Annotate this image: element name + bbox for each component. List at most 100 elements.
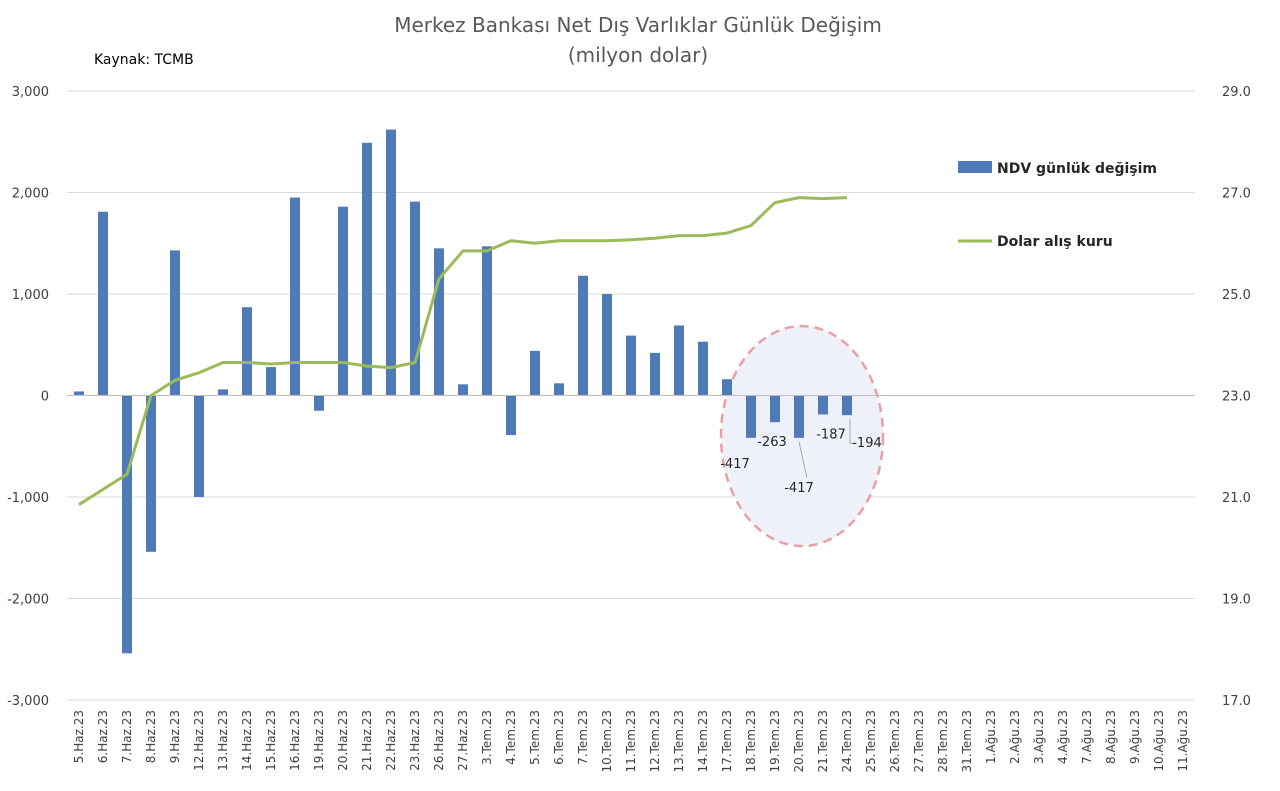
x-tick-label: 5.Haz.23 — [72, 710, 86, 763]
bar-24.Tem.23 — [842, 395, 852, 416]
x-tick-label: 12.Tem.23 — [648, 710, 662, 773]
data-label-24.Tem.23: -194 — [852, 436, 882, 451]
gridlines — [67, 90, 1195, 701]
left-tick-label: -2,000 — [7, 593, 49, 608]
x-tick-label: 15.Haz.23 — [264, 710, 278, 771]
x-tick-label: 14.Tem.23 — [696, 710, 710, 773]
x-tick-label: 14.Haz.23 — [240, 710, 254, 771]
x-tick-label: 1.Ağu.23 — [984, 710, 998, 764]
x-tick-label: 3.Tem.23 — [480, 710, 494, 765]
legend-label-kur: Dolar alış kuru — [997, 234, 1113, 250]
x-tick-label: 10.Ağu.23 — [1152, 710, 1166, 772]
bar-series — [74, 129, 852, 654]
bar-7.Haz.23 — [122, 395, 132, 654]
x-tick-label: 21.Haz.23 — [360, 710, 374, 771]
x-tick-label: 18.Tem.23 — [744, 710, 758, 773]
data-label-20.Tem.23: -417 — [784, 481, 814, 496]
x-tick-label: 4.Tem.23 — [504, 710, 518, 765]
x-tick-label: 12.Haz.23 — [192, 710, 206, 771]
x-tick-label: 31.Tem.23 — [960, 710, 974, 773]
bar-19.Haz.23 — [314, 395, 324, 411]
x-tick-label: 16.Haz.23 — [288, 710, 302, 771]
x-tick-label: 27.Tem.23 — [912, 710, 926, 773]
bar-9.Haz.23 — [170, 250, 180, 396]
left-axis-ticks: 3,000 2,000 1,000 0 -1,000 -2,000 -3,000 — [7, 85, 49, 709]
bar-15.Haz.23 — [266, 367, 276, 396]
x-tick-label: 28.Tem.23 — [936, 710, 950, 773]
right-tick-label: 19.0 — [1222, 593, 1251, 608]
bar-5.Haz.23 — [74, 391, 84, 396]
x-tick-label: 13.Haz.23 — [216, 710, 230, 771]
x-tick-label: 26.Tem.23 — [888, 710, 902, 773]
legend: NDV günlük değişim Dolar alış kuru — [958, 161, 1157, 250]
legend-swatch-bar — [958, 161, 992, 173]
x-tick-label: 7.Ağu.23 — [1080, 710, 1094, 764]
x-tick-label: 7.Haz.23 — [120, 710, 134, 763]
x-tick-label: 3.Ağu.23 — [1032, 710, 1046, 764]
x-tick-label: 25.Tem.23 — [864, 710, 878, 773]
x-tick-label: 13.Tem.23 — [672, 710, 686, 773]
bar-19.Tem.23 — [770, 395, 780, 423]
x-tick-label: 17.Tem.23 — [720, 710, 734, 773]
x-tick-label: 22.Haz.23 — [384, 710, 398, 771]
x-tick-label: 7.Tem.23 — [576, 710, 590, 765]
bar-5.Tem.23 — [530, 350, 540, 396]
bar-23.Haz.23 — [410, 201, 420, 396]
bar-14.Tem.23 — [698, 341, 708, 396]
x-tick-label: 19.Tem.23 — [768, 710, 782, 773]
right-tick-label: 27.0 — [1222, 187, 1251, 202]
bar-17.Tem.23 — [722, 379, 732, 396]
bar-12.Haz.23 — [194, 395, 204, 497]
x-tick-label: 4.Ağu.23 — [1056, 710, 1070, 764]
bar-11.Tem.23 — [626, 335, 636, 396]
legend-label-ndv: NDV günlük değişim — [997, 161, 1157, 177]
bar-14.Haz.23 — [242, 307, 252, 396]
x-tick-label: 9.Haz.23 — [168, 710, 182, 763]
x-axis-ticks: 5.Haz.23 6.Haz.23 7.Haz.23 8.Haz.23 9.Haz.23… — [72, 710, 1190, 773]
x-tick-label: 27.Haz.23 — [456, 710, 470, 771]
data-label-18.Tem.23: -417 — [720, 457, 750, 472]
leader-line — [849, 419, 853, 444]
x-tick-label: 5.Tem.23 — [528, 710, 542, 765]
bar-26.Haz.23 — [434, 248, 444, 396]
right-tick-label: 21.0 — [1222, 491, 1251, 506]
right-tick-label: 29.0 — [1222, 85, 1251, 100]
x-tick-label: 24.Tem.23 — [840, 710, 854, 773]
x-tick-label: 11.Ağu.23 — [1176, 710, 1190, 772]
bar-6.Tem.23 — [554, 383, 564, 396]
x-tick-label: 8.Haz.23 — [144, 710, 158, 763]
bar-27.Haz.23 — [458, 384, 468, 396]
bar-21.Haz.23 — [362, 142, 372, 396]
bar-4.Tem.23 — [506, 395, 516, 436]
right-tick-label: 23.0 — [1222, 390, 1251, 405]
bar-7.Tem.23 — [578, 275, 588, 396]
bar-6.Haz.23 — [98, 211, 108, 396]
bar-3.Tem.23 — [482, 246, 492, 396]
bar-20.Tem.23 — [794, 395, 804, 438]
left-tick-label: 2,000 — [12, 187, 49, 202]
leader-line — [798, 441, 808, 478]
x-tick-label: 11.Tem.23 — [624, 710, 638, 773]
x-tick-label: 6.Haz.23 — [96, 710, 110, 763]
bar-13.Tem.23 — [674, 325, 684, 396]
data-label-19.Tem.23: -263 — [757, 435, 787, 450]
x-tick-label: 9.Ağu.23 — [1128, 710, 1142, 764]
x-tick-label: 10.Tem.23 — [600, 710, 614, 773]
x-tick-label: 20.Haz.23 — [336, 710, 350, 771]
left-tick-label: 3,000 — [12, 85, 49, 100]
right-axis-ticks: 29.0 27.0 25.0 23.0 21.0 19.0 17.0 — [1222, 85, 1251, 709]
data-labels: -417 -263 -417 -187 -194 — [720, 419, 882, 496]
bar-22.Haz.23 — [386, 129, 396, 396]
bar-20.Haz.23 — [338, 206, 348, 396]
x-tick-label: 19.Haz.23 — [312, 710, 326, 771]
x-tick-label: 23.Haz.23 — [408, 710, 422, 771]
line-series-dolar-alis-kuru — [78, 196, 848, 506]
left-tick-label: 0 — [41, 390, 49, 405]
x-tick-label: 6.Tem.23 — [552, 710, 566, 765]
bar-12.Tem.23 — [650, 352, 660, 396]
bar-18.Tem.23 — [746, 395, 756, 438]
x-tick-label: 26.Haz.23 — [432, 710, 446, 771]
chart-title: Merkez Bankası Net Dış Varlıklar Günlük … — [394, 13, 882, 37]
x-tick-label: 8.Ağu.23 — [1104, 710, 1118, 764]
